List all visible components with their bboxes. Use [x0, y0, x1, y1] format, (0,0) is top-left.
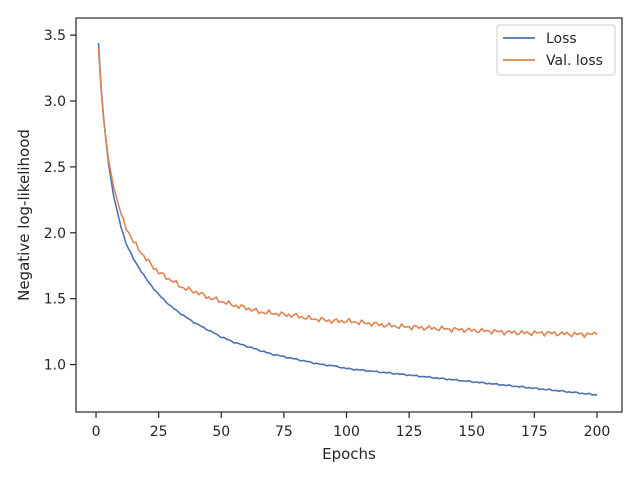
- plot-background: [76, 18, 622, 412]
- x-axis: 0 25 50 75 100 125 150 175 200: [92, 412, 611, 440]
- y-axis-label: Negative log-likelihood: [15, 129, 33, 301]
- x-tick-label: 0: [92, 424, 101, 440]
- x-tick-label: 150: [458, 424, 485, 440]
- series-line-loss: [97, 42, 598, 396]
- x-tick-label: 100: [333, 424, 360, 440]
- x-tick-label: 175: [521, 424, 548, 440]
- plot-frame: [75, 17, 623, 413]
- y-tick-label: 3.0: [44, 94, 66, 110]
- x-tick-label: 125: [396, 424, 423, 440]
- y-tick-label: 1.5: [44, 292, 66, 308]
- x-axis-label: Epochs: [322, 445, 376, 463]
- y-tick-label: 2.0: [44, 226, 66, 242]
- x-tick-label: 200: [584, 424, 611, 440]
- x-tick-label: 75: [275, 424, 293, 440]
- y-axis: 1.0 1.5 2.0 2.5 3.0 3.5: [44, 28, 76, 374]
- legend-label-val-loss: Val. loss: [546, 53, 603, 69]
- series-layer: [97, 42, 598, 396]
- y-tick-label: 2.5: [44, 160, 66, 176]
- y-tick-label: 3.5: [44, 28, 66, 44]
- legend: Loss Val. loss: [496, 24, 616, 76]
- x-tick-label: 25: [150, 424, 168, 440]
- series-line-val-loss: [97, 48, 598, 339]
- legend-label-loss: Loss: [546, 31, 577, 47]
- y-tick-label: 1.0: [44, 358, 66, 374]
- x-tick-label: 50: [212, 424, 230, 440]
